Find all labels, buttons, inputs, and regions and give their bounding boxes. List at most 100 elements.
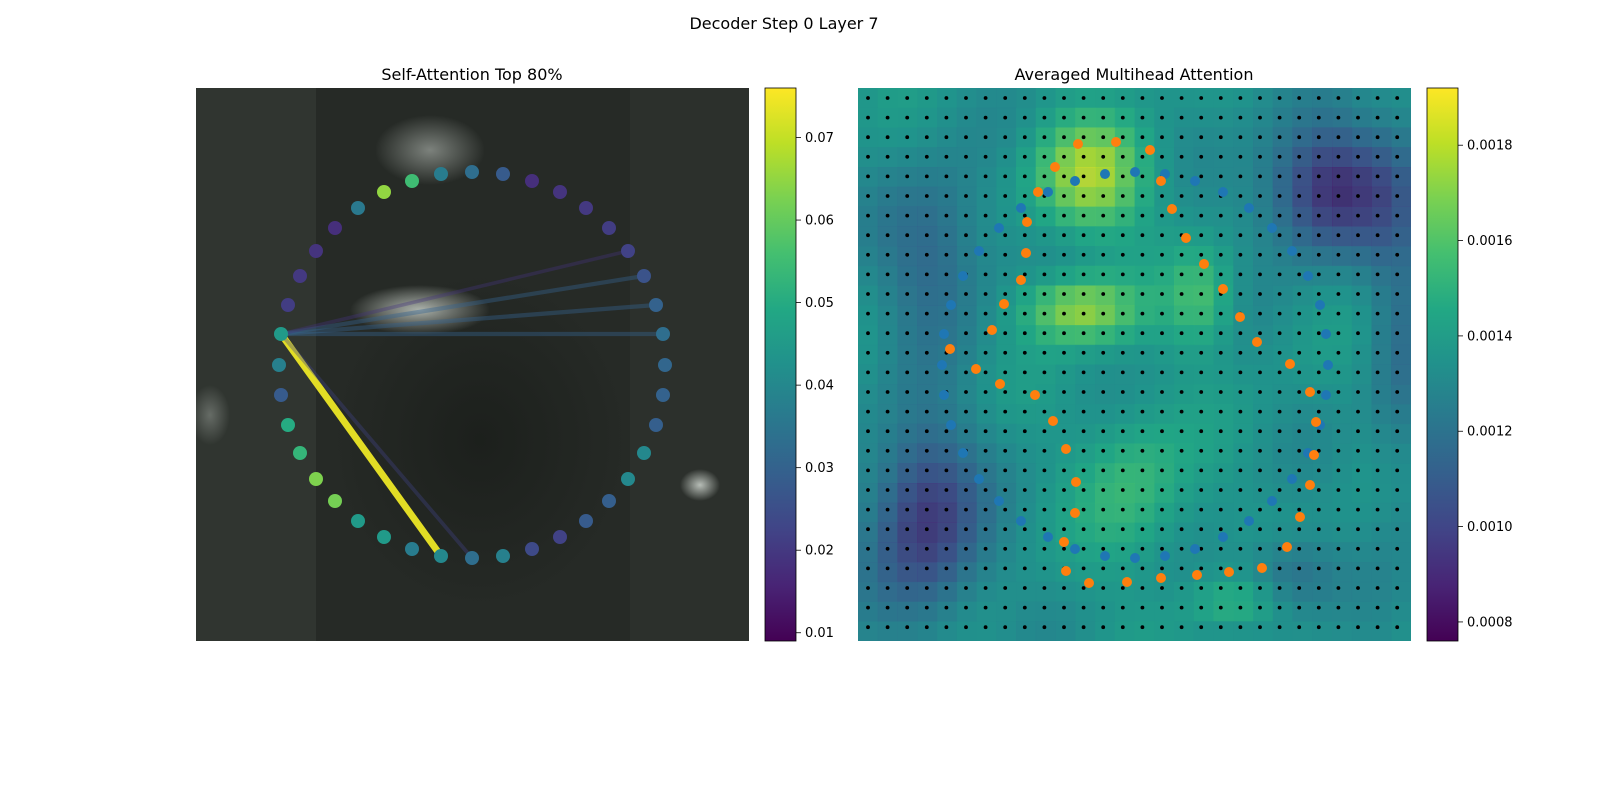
grid-dot <box>1375 292 1380 296</box>
heatmap-cell <box>1253 621 1274 641</box>
heatmap-cell <box>1233 167 1254 188</box>
heatmap-cell <box>1016 285 1037 306</box>
heatmap-cell <box>1292 404 1313 425</box>
heatmap-cell <box>1134 621 1155 641</box>
heatmap-cell <box>1134 463 1155 484</box>
grid-dot <box>1258 390 1262 394</box>
series-point <box>1235 312 1245 322</box>
grid-dot <box>1375 174 1380 179</box>
heatmap-cell <box>996 542 1017 563</box>
grid-dot <box>1003 527 1008 532</box>
heatmap-cell <box>1391 404 1411 425</box>
attention-node <box>281 418 295 432</box>
series-point <box>1111 137 1121 147</box>
grid-dot <box>1356 135 1360 140</box>
grid-dot <box>1062 272 1066 277</box>
grid-dot <box>1238 409 1243 414</box>
left-colorbar-ticks: 0.010.020.030.040.050.060.07 <box>796 131 834 641</box>
grid-dot <box>1199 586 1204 590</box>
grid-dot <box>1101 546 1106 551</box>
heatmap-cell <box>877 621 898 641</box>
series-point <box>1267 496 1277 506</box>
grid-dot <box>1199 625 1204 630</box>
heatmap-cell <box>1391 305 1411 326</box>
heatmap-cell <box>1154 621 1175 641</box>
grid-dot <box>1160 507 1164 512</box>
grid-dot <box>1003 252 1008 257</box>
grid-dot <box>1356 311 1360 316</box>
colorbar-tick-label: 0.01 <box>805 626 834 641</box>
grid-dot <box>1395 566 1400 571</box>
grid-dot <box>1316 174 1321 179</box>
grid-dot <box>905 605 910 610</box>
grid-dot <box>1277 390 1282 394</box>
heatmap-cell <box>976 384 997 405</box>
grid-dot <box>1199 448 1204 453</box>
heatmap-cell <box>1253 601 1274 622</box>
attention-node <box>621 472 635 486</box>
heatmap-cell <box>858 404 879 425</box>
heatmap-cell <box>1292 127 1313 148</box>
heatmap-cell <box>917 325 938 346</box>
attention-node <box>272 358 286 372</box>
grid-dot <box>1258 350 1262 355</box>
grid-dot <box>1062 370 1066 375</box>
grid-dot <box>1336 625 1341 630</box>
heatmap-cell <box>1016 384 1037 405</box>
heatmap-cell <box>1174 344 1195 365</box>
series-point <box>1043 532 1053 542</box>
grid-dot <box>1101 605 1106 610</box>
grid-dot <box>1160 448 1164 453</box>
grid-dot <box>866 252 870 257</box>
heatmap-cell <box>1233 265 1254 286</box>
grid-dot <box>1316 252 1321 257</box>
heatmap-cell <box>1035 423 1056 444</box>
grid-dot <box>1101 292 1106 296</box>
grid-dot <box>1199 292 1204 296</box>
grid-dot <box>1356 625 1360 630</box>
grid-dot <box>1395 488 1400 492</box>
heatmap-cell <box>1075 285 1096 306</box>
heatmap-cell <box>1351 581 1372 602</box>
heatmap-cell <box>937 483 958 504</box>
grid-dot <box>1395 370 1400 375</box>
heatmap-cell <box>1351 562 1372 583</box>
heatmap-cell <box>1154 246 1175 267</box>
heatmap-cell <box>1351 186 1372 207</box>
heatmap-cell <box>956 621 977 641</box>
grid-dot <box>1062 233 1066 238</box>
grid-dot <box>1140 390 1145 394</box>
heatmap-cell <box>1292 226 1313 247</box>
grid-dot <box>1179 194 1184 198</box>
heatmap-cell <box>1351 88 1372 109</box>
grid-dot <box>983 154 988 159</box>
grid-dot <box>1218 409 1223 414</box>
grid-dot <box>1179 311 1184 316</box>
grid-dot <box>885 468 890 473</box>
grid-dot <box>1022 546 1027 551</box>
heatmap-cell <box>1371 443 1392 464</box>
grid-dot <box>1042 488 1047 492</box>
grid-dot <box>1042 252 1047 257</box>
grid-dot <box>1277 292 1282 296</box>
heatmap-cell <box>1114 601 1135 622</box>
grid-dot <box>1297 468 1302 473</box>
grid-dot <box>1022 115 1027 120</box>
grid-dot <box>1179 605 1184 610</box>
heatmap-cell <box>956 562 977 583</box>
heatmap-cell <box>1114 423 1135 444</box>
grid-dot <box>983 252 988 257</box>
grid-dot <box>1375 252 1380 257</box>
grid-dot <box>885 154 890 159</box>
heatmap-cell <box>1134 384 1155 405</box>
heatmap-cell <box>1371 88 1392 109</box>
grid-dot <box>1022 605 1027 610</box>
heatmap-cell <box>1351 147 1372 168</box>
grid-dot <box>866 233 870 238</box>
grid-dot <box>866 468 870 473</box>
grid-dot <box>944 546 949 551</box>
heatmap-cell <box>1095 502 1116 523</box>
attention-node <box>377 185 391 199</box>
series-point <box>1084 578 1094 588</box>
grid-dot <box>1160 252 1164 257</box>
